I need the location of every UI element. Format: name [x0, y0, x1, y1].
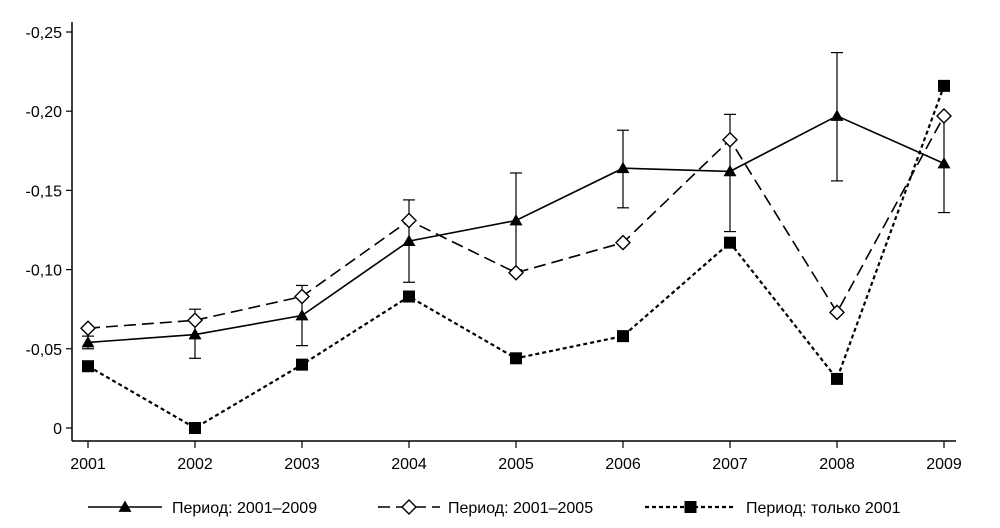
y-tick-label: -0,15 [26, 183, 63, 200]
data-point-series-2 [722, 131, 738, 148]
x-tick-label: 2007 [712, 456, 748, 473]
data-point-series-1 [937, 156, 951, 169]
data-point-series-2 [187, 312, 203, 329]
data-point-series-3 [189, 422, 201, 434]
x-tick-label: 2002 [177, 456, 213, 473]
y-tick-label: 0 [53, 421, 62, 438]
legend-label-1: Период: 2001–2009 [172, 500, 317, 517]
data-point-series-1 [830, 109, 844, 121]
data-point-series-2 [401, 212, 417, 229]
y-tick-label: -0,25 [26, 25, 63, 42]
data-point-series-3 [510, 352, 522, 365]
data-point-series-3 [82, 360, 94, 373]
data-point-series-1 [616, 161, 630, 174]
x-tick-label: 2009 [926, 456, 962, 473]
data-point-series-1 [402, 234, 416, 246]
series-markers [80, 79, 952, 434]
data-point-series-3 [617, 330, 629, 343]
legend-label-3: Период: только 2001 [746, 500, 901, 517]
x-tick-label: 2001 [70, 456, 106, 473]
data-point-series-2 [936, 107, 952, 124]
data-point-series-3 [403, 290, 415, 303]
x-tick-label: 2003 [284, 456, 320, 473]
data-point-series-2 [80, 320, 96, 337]
data-point-series-2 [294, 288, 310, 305]
legend-marker-2 [401, 499, 417, 515]
y-tick-label: -0,20 [26, 104, 63, 121]
y-tick-label: -0,10 [26, 263, 63, 280]
y-tick-label: -0,05 [26, 342, 63, 359]
error-bars [82, 51, 950, 359]
legend-marker-3 [684, 501, 697, 513]
data-point-series-3 [724, 236, 736, 249]
data-point-series-3 [938, 79, 950, 92]
axes [71, 22, 956, 442]
data-point-series-3 [831, 372, 843, 385]
legend-label-2: Период: 2001–2005 [448, 500, 593, 517]
x-axis-ticks: 2001 2002 2003 2004 2005 2006 2007 2008 2009 [70, 441, 962, 473]
data-point-series-2 [508, 264, 524, 281]
data-point-series-1 [723, 164, 737, 177]
data-point-series-2 [829, 304, 845, 321]
data-point-series-3 [296, 358, 308, 371]
data-point-series-1 [295, 309, 309, 321]
data-point-series-1 [509, 213, 523, 226]
legend: Период: 2001–2009 Период: 2001–2005 Период… [88, 499, 901, 517]
legend-marker-1 [118, 500, 132, 512]
x-tick-label: 2005 [498, 456, 534, 473]
data-point-series-1 [188, 328, 202, 340]
x-tick-label: 2006 [605, 456, 641, 473]
x-tick-label: 2008 [819, 456, 855, 473]
x-tick-label: 2004 [391, 456, 427, 473]
y-axis-ticks: 0 -0,05 -0,10 -0,15 -0,20 -0,25 [26, 25, 72, 438]
data-point-series-2 [615, 234, 631, 251]
data-point-series-1 [81, 335, 95, 348]
